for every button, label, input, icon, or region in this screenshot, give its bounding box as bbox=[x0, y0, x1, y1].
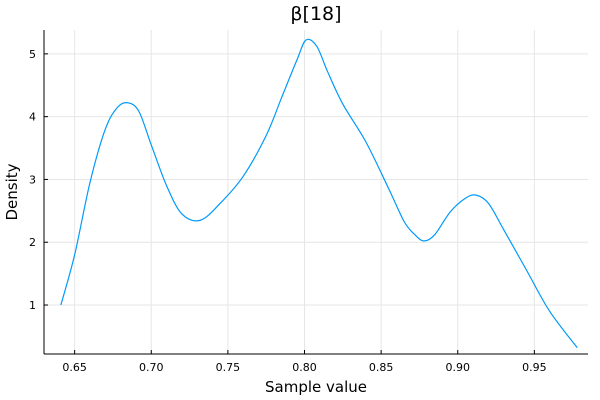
x-tick-label: 0.65 bbox=[62, 361, 87, 374]
x-tick-label: 0.85 bbox=[369, 361, 394, 374]
density-series-line bbox=[60, 38, 578, 349]
x-tick-label: 0.75 bbox=[216, 361, 241, 374]
tick-layer: 0.65 0.70 0.75 0.80 0.85 0.90 0.95 1 2 3 4 5 bbox=[29, 48, 547, 374]
x-axis-label: Sample value bbox=[265, 378, 367, 396]
x-tick-label: 0.80 bbox=[292, 361, 317, 374]
y-tick-label: 1 bbox=[29, 299, 36, 312]
x-tick-label: 0.95 bbox=[522, 361, 547, 374]
y-tick-label: 5 bbox=[29, 48, 36, 61]
y-tick-label: 4 bbox=[29, 111, 36, 124]
x-tick-label: 0.70 bbox=[139, 361, 164, 374]
chart-title: β[18] bbox=[290, 3, 341, 25]
series-layer bbox=[60, 38, 578, 349]
x-tick-label: 0.90 bbox=[445, 361, 470, 374]
y-axis-label: Density bbox=[3, 163, 21, 220]
y-tick-label: 2 bbox=[29, 236, 36, 249]
y-tick-label: 3 bbox=[29, 173, 36, 186]
grid-layer bbox=[44, 30, 588, 354]
